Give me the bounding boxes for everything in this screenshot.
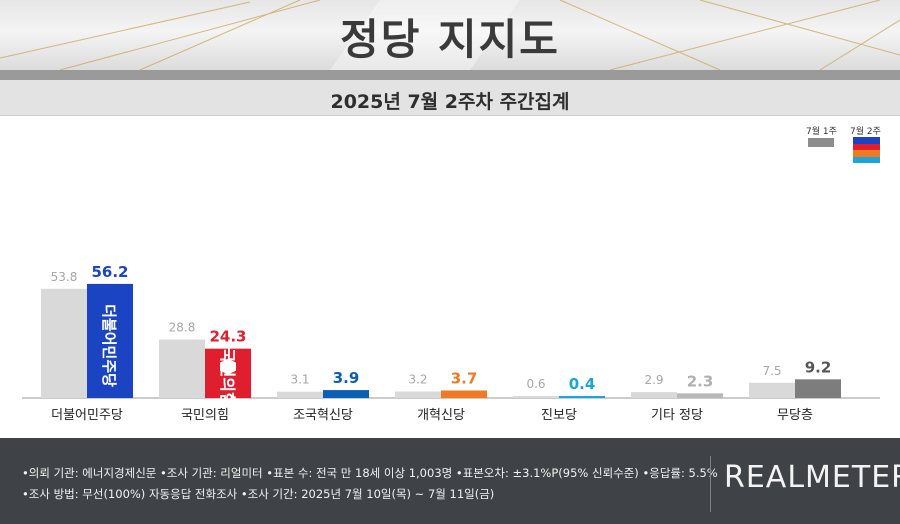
bar-previous-4: [513, 396, 559, 398]
title-divider-strip: [0, 70, 900, 80]
value-label-previous-4: 0.6: [526, 377, 545, 391]
survey-info-line-2: •조사 방법: 무선(100%) 자동응답 전화조사 •조사 기간: 2025년…: [22, 487, 495, 501]
category-label-5: 기타 정당: [651, 408, 703, 423]
bar-logo-text-0: 더불어민주당: [100, 304, 118, 387]
value-label-current-2: 3.9: [333, 369, 360, 387]
legend-swatch-stripe-0: [853, 137, 880, 144]
bar-current-4: [559, 396, 605, 398]
value-label-previous-5: 2.9: [644, 373, 663, 387]
value-label-current-3: 3.7: [451, 369, 478, 387]
category-label-4: 진보당: [541, 408, 577, 423]
ppp-logo: 국민의힘: [218, 348, 237, 407]
legend-swatch-previous: [808, 138, 834, 147]
realmeter-logo: REALMETER: [724, 460, 900, 495]
page-title: 정당 지지도: [340, 15, 560, 64]
chart-legend: 7월 1주 7월 2주: [800, 124, 890, 174]
legend-swatch-stripe-3: [853, 156, 880, 163]
category-label-2: 조국혁신당: [293, 408, 353, 423]
value-label-previous-6: 7.5: [762, 364, 781, 378]
bar-previous-1: [159, 339, 205, 398]
bar-logo-text-1: 국민의힘: [218, 348, 237, 407]
value-label-current-5: 2.3: [687, 372, 714, 390]
bar-current-3: [441, 390, 487, 398]
survey-info-footer: •의뢰 기관: 에너지경제신문 •조사 기관: 리얼미터 •표본 수: 전국 만…: [0, 438, 900, 524]
value-label-current-4: 0.4: [569, 375, 596, 393]
category-label-3: 개혁신당: [417, 408, 465, 423]
legend-swatch-current: [853, 137, 880, 163]
value-label-current-1: 24.3: [209, 328, 246, 346]
gold-line-decoration: [0, 0, 900, 70]
bar-previous-5: [631, 392, 677, 398]
bar-current-6: [795, 379, 841, 398]
bar-current-2: [323, 390, 369, 398]
bar-previous-0: [41, 288, 87, 398]
bar-current-5: [677, 393, 723, 398]
title-banner: 정당 지지도: [0, 0, 900, 70]
legend-label-previous: 7월 1주: [806, 127, 837, 137]
democratic-party-logo: 더불어민주당: [100, 304, 118, 387]
value-label-previous-0: 53.8: [51, 270, 78, 284]
chart-subtitle: 2025년 7월 2주차 주간집계: [330, 91, 570, 113]
category-label-0: 더불어민주당: [51, 408, 123, 423]
value-label-previous-1: 28.8: [169, 321, 196, 335]
legend-swatch-stripe-1: [853, 143, 880, 150]
ppp-emblem-icon: [220, 358, 236, 375]
legend-label-current: 7월 2주: [850, 127, 881, 137]
value-label-previous-2: 3.1: [290, 373, 309, 387]
subtitle-bar: 2025년 7월 2주차 주간집계: [0, 80, 900, 116]
bar-chart: 53.8 56.2 더불어민주당 28.8 24.3 국민의힘 3.1 3.9 조국혁신당 3.2…: [22, 263, 880, 423]
value-label-current-0: 56.2: [91, 263, 128, 281]
category-label-1: 국민의힘: [181, 408, 229, 423]
value-label-current-6: 9.2: [805, 358, 832, 376]
category-label-6: 무당층: [777, 408, 813, 423]
bar-previous-3: [395, 391, 441, 398]
legend-swatch-stripe-2: [853, 150, 880, 157]
value-label-previous-3: 3.2: [408, 373, 427, 387]
bar-previous-2: [277, 391, 323, 398]
bar-previous-6: [749, 382, 795, 398]
bar-current-0: [87, 283, 133, 398]
footer-divider: [710, 456, 711, 512]
survey-info-line-1: •의뢰 기관: 에너지경제신문 •조사 기관: 리얼미터 •표본 수: 전국 만…: [22, 466, 718, 480]
